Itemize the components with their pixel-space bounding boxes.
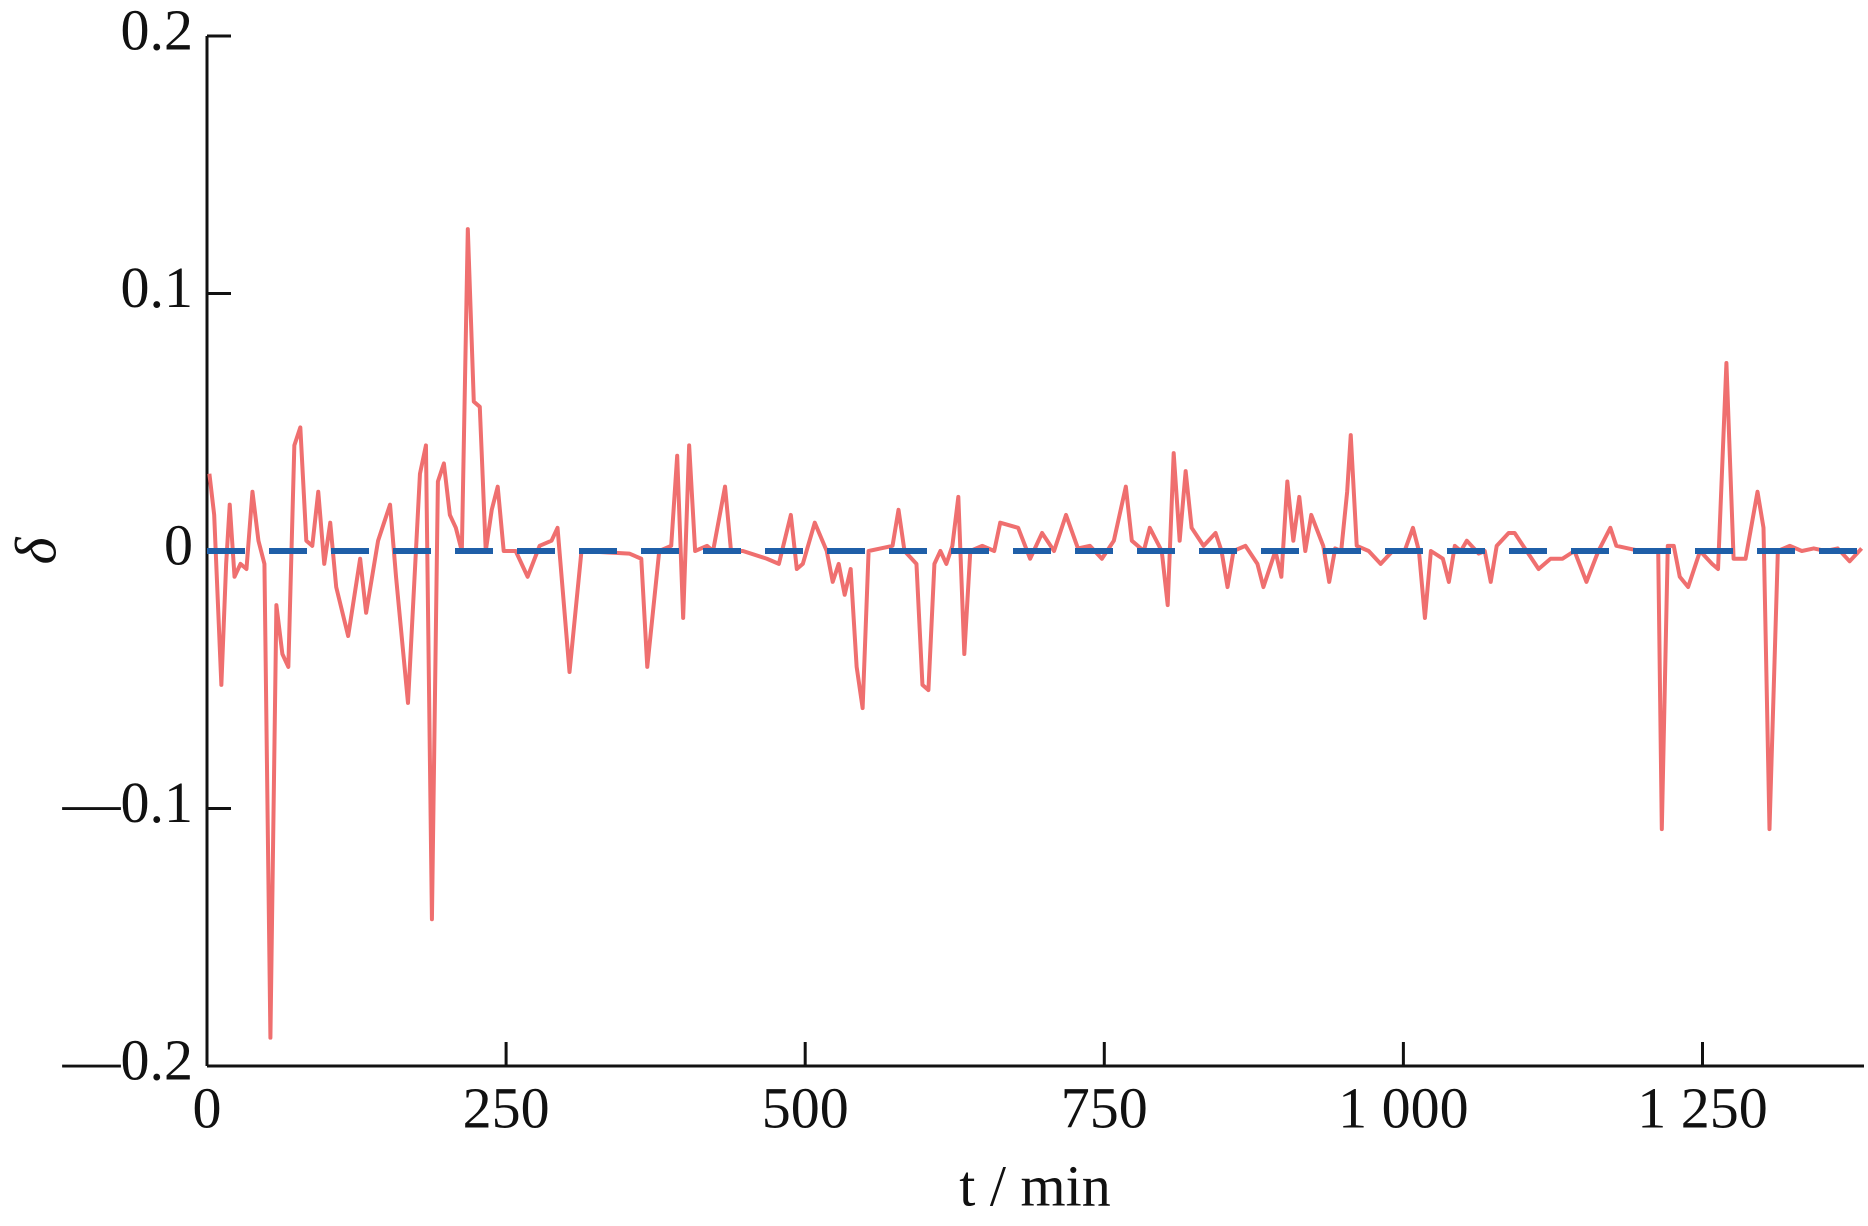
x-tick-label: 250: [463, 1075, 550, 1140]
x-tick-label: 500: [762, 1075, 849, 1140]
x-axis-label: t / min: [959, 1153, 1110, 1218]
y-tick-label: —0.1: [62, 770, 194, 835]
y-tick-label: —0.2: [62, 1027, 194, 1092]
y-tick-label: 0: [164, 512, 193, 577]
data-line: [207, 227, 1864, 1040]
x-tick-label: 750: [1061, 1075, 1148, 1140]
x-tick-label: 0: [193, 1075, 222, 1140]
x-tick-label: 1 250: [1637, 1075, 1768, 1140]
y-tick-label: 0.1: [121, 255, 194, 320]
x-tick-label: 1 000: [1338, 1075, 1469, 1140]
y-tick-label: 0.2: [121, 0, 194, 62]
y-axis-label: δ: [3, 536, 68, 564]
